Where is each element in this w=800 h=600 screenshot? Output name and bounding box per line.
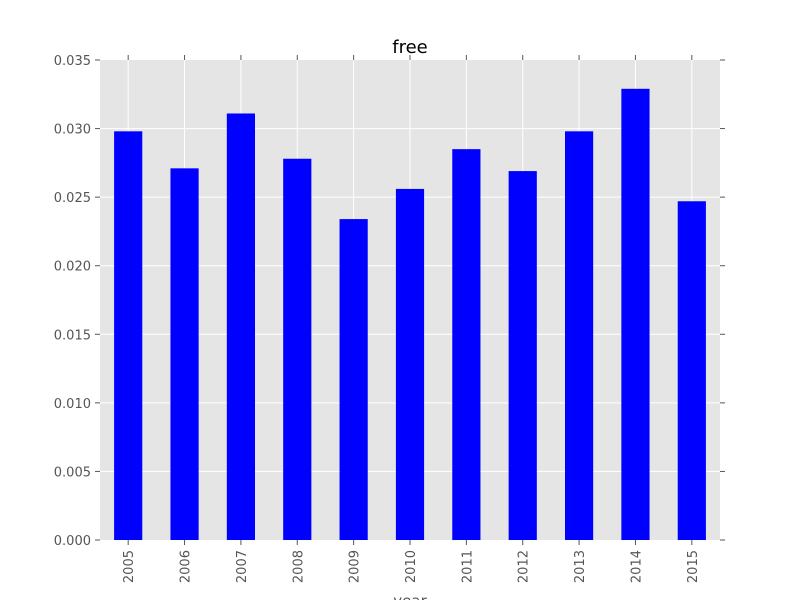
x-tick-label: 2007: [235, 550, 250, 583]
x-tick-label: 2013: [573, 550, 588, 583]
bar-2012: [508, 171, 537, 541]
bar-2014: [621, 88, 650, 541]
bar-2008: [283, 158, 312, 540]
chart-title: free: [392, 37, 428, 58]
bar-2010: [395, 188, 425, 540]
y-tick-label: 0.025: [54, 191, 91, 206]
y-tick-label: 0.005: [54, 465, 91, 480]
y-axis-ticks: 0.000 0.005 0.010 0.015 0.020 0.025 0.030 0.035: [54, 54, 725, 549]
y-tick-label: 0.000: [54, 534, 91, 549]
y-tick-label: 0.010: [54, 397, 91, 412]
y-tick-label: 0.030: [54, 123, 91, 138]
x-tick-label: 2009: [348, 550, 363, 583]
bar-2015: [677, 201, 706, 540]
y-tick-label: 0.035: [54, 54, 91, 69]
x-tick-label: 2010: [404, 550, 419, 583]
x-tick-label: 2006: [179, 550, 194, 583]
x-tick-label: 2005: [122, 550, 137, 583]
bar-2005: [114, 131, 143, 541]
x-tick-label: 2008: [291, 550, 306, 583]
x-tick-label: 2014: [629, 550, 644, 583]
bar-2007: [226, 113, 255, 540]
x-tick-label: 2011: [460, 550, 475, 583]
x-axis-ticks: 2005 2006 2007 2008 2009 2010 2011 2012 2013 2014…: [122, 55, 701, 583]
bar-2009: [339, 219, 368, 541]
y-tick-label: 0.015: [54, 328, 91, 343]
x-tick-label: 2012: [517, 550, 532, 583]
bar-2013: [565, 131, 594, 541]
y-tick-label: 0.020: [54, 260, 91, 275]
x-tick-label: 2015: [686, 550, 701, 583]
x-axis-label: year: [393, 592, 427, 600]
bars: [114, 88, 706, 541]
bar-2006: [170, 168, 199, 541]
bar-2011: [452, 149, 481, 540]
